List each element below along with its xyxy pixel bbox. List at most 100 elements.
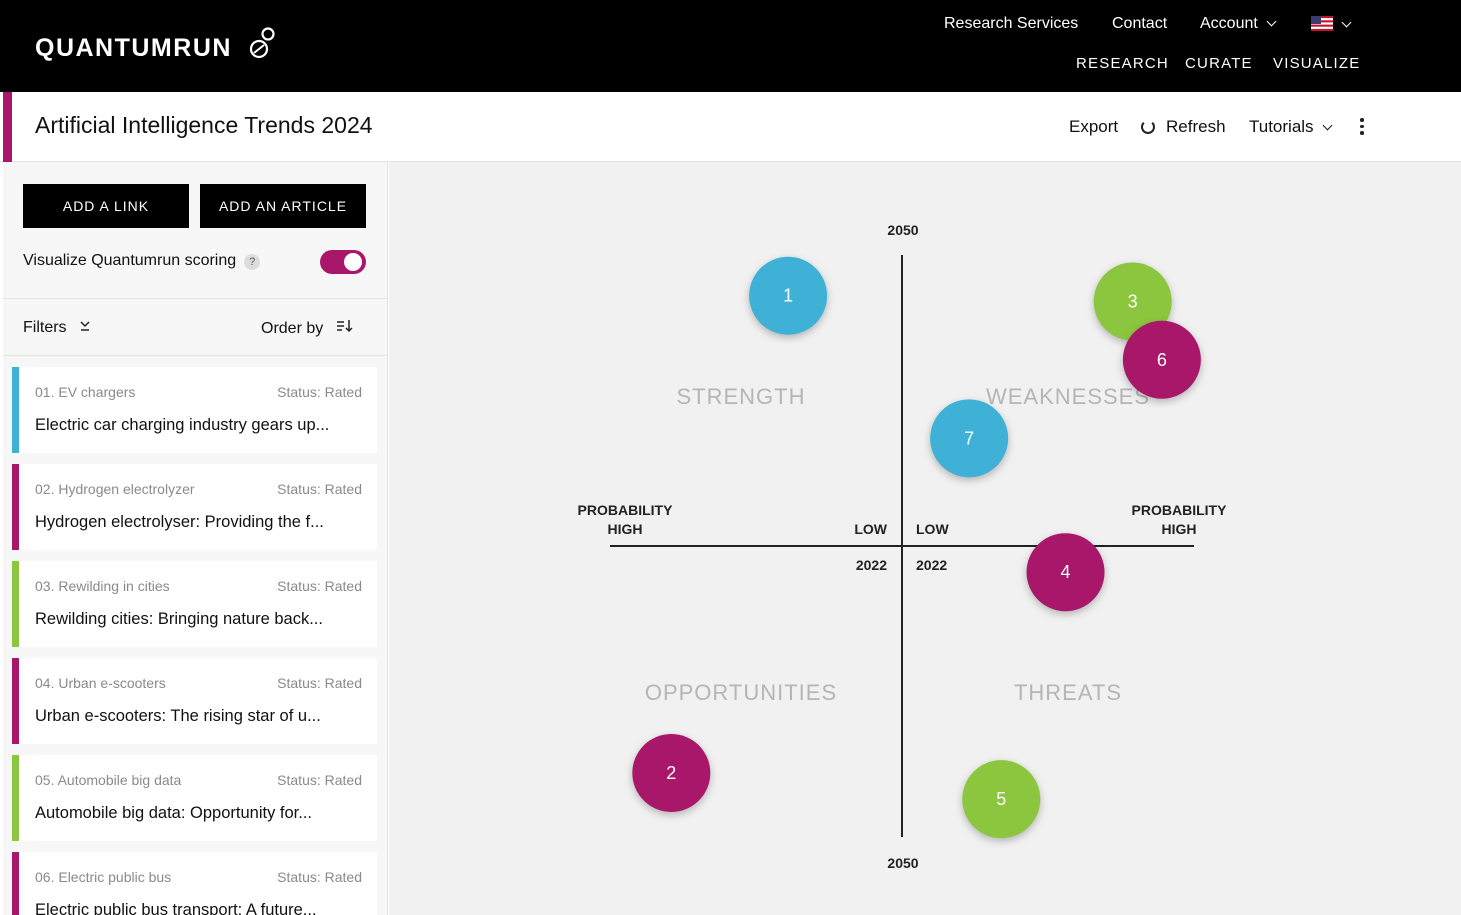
axis-label-bottom: 2050	[887, 855, 918, 871]
orderby-label: Order by	[261, 320, 324, 337]
chart-point-4[interactable]: 4	[1026, 533, 1105, 612]
item-category: 04. Urban e-scooters	[35, 675, 166, 691]
axis-label-center-left-year: 2022	[856, 557, 887, 573]
us-flag-icon[interactable]	[1311, 16, 1333, 31]
refresh-icon	[1141, 120, 1155, 134]
chart-point-label: 3	[1128, 292, 1138, 312]
list-item[interactable]: 04. Urban e-scooters Status: Rated Urban…	[12, 658, 377, 744]
item-headline: Automobile big data: Opportunity for...	[35, 804, 312, 822]
filters-button[interactable]: Filters	[23, 319, 91, 337]
scoring-toggle-label: Visualize Quantumrun scoring?	[23, 252, 261, 270]
item-status: Status: Rated	[277, 675, 362, 691]
tutorials-dropdown[interactable]: Tutorials	[1249, 117, 1333, 137]
axis-label-top: 2050	[887, 222, 918, 238]
logo[interactable]: QUANTUMRUN	[35, 34, 232, 62]
tutorials-label: Tutorials	[1249, 117, 1314, 136]
add-article-button[interactable]: ADD AN ARTICLE	[200, 184, 366, 228]
top-header: QUANTUMRUN Research Services Contact Acc…	[0, 0, 1461, 92]
chevron-down-icon	[1266, 16, 1277, 27]
nav-curate[interactable]: CURATE	[1185, 55, 1253, 72]
filters-label: Filters	[23, 319, 67, 336]
item-category: 05. Automobile big data	[35, 772, 182, 788]
chart-point-circle[interactable]	[962, 760, 1041, 839]
chart-point-7[interactable]: 7	[930, 399, 1009, 478]
axis-label-center-right-year: 2022	[916, 557, 947, 573]
axis-label-right-upper: PROBABILITY	[1132, 502, 1228, 518]
axis-label-right-lower: HIGH	[1162, 521, 1197, 537]
chart-point-label: 2	[666, 763, 676, 783]
chart-point-6[interactable]: 6	[1122, 320, 1201, 399]
item-headline: Urban e-scooters: The rising star of u..…	[35, 707, 321, 725]
chart-point-circle[interactable]	[632, 733, 711, 812]
refresh-button[interactable]: Refresh	[1141, 117, 1226, 137]
sort-icon	[336, 320, 353, 333]
item-status: Status: Rated	[277, 481, 362, 497]
item-color-bar	[12, 367, 19, 453]
chart-points: 1 3 6 7 4 2 5	[632, 256, 1201, 839]
order-by-button[interactable]: Order by	[261, 319, 354, 338]
export-button[interactable]: Export	[1069, 117, 1119, 136]
item-status: Status: Rated	[277, 869, 362, 885]
title-accent-bar	[3, 92, 12, 162]
chart-axes	[610, 255, 1194, 837]
item-category: 03. Rewilding in cities	[35, 578, 170, 594]
quadrant-label-weaknesses: WEAKNESSES	[986, 384, 1150, 409]
item-color-bar	[12, 852, 19, 915]
chart-point-circle[interactable]	[1026, 533, 1105, 612]
item-category: 01. EV chargers	[35, 384, 136, 400]
chart-point-label: 6	[1157, 350, 1167, 370]
item-category: 06. Electric public bus	[35, 869, 172, 885]
add-link-button[interactable]: ADD A LINK	[23, 184, 189, 228]
quadrant-label-strength: STRENGTH	[677, 384, 806, 409]
item-color-bar	[12, 755, 19, 841]
scoring-toggle[interactable]	[320, 250, 366, 274]
list-item[interactable]: 06. Electric public bus Status: Rated El…	[12, 852, 377, 915]
page-title: Artificial Intelligence Trends 2024	[35, 112, 373, 138]
item-headline: Electric car charging industry gears up.…	[35, 416, 330, 434]
chart-point-circle[interactable]	[930, 399, 1009, 478]
chart-point-circle[interactable]	[1122, 320, 1201, 399]
axis-label-left-lower: HIGH	[608, 521, 643, 537]
item-headline: Rewilding cities: Bringing nature back..…	[35, 610, 323, 628]
more-options-icon[interactable]	[1359, 118, 1365, 136]
chart-point-2[interactable]: 2	[632, 733, 711, 812]
nav-contact[interactable]: Contact	[1112, 15, 1168, 32]
chart-point-3[interactable]: 3	[1093, 262, 1172, 341]
list-item[interactable]: 02. Hydrogen electrolyzer Status: Rated …	[12, 464, 377, 550]
list-item[interactable]: 03. Rewilding in cities Status: Rated Re…	[12, 561, 377, 647]
item-status: Status: Rated	[277, 384, 362, 400]
item-color-bar	[12, 658, 19, 744]
nav-research-services[interactable]: Research Services	[944, 15, 1079, 32]
chart-point-1[interactable]: 1	[749, 256, 828, 335]
item-color-bar	[12, 464, 19, 550]
help-icon[interactable]: ?	[244, 254, 261, 270]
item-headline: Hydrogen electrolyser: Providing the f..…	[35, 513, 324, 531]
list-item[interactable]: 05. Automobile big data Status: Rated Au…	[12, 755, 377, 841]
item-status: Status: Rated	[277, 772, 362, 788]
scoring-toggle-text: Visualize Quantumrun scoring	[23, 252, 237, 269]
filter-chevron-icon	[80, 321, 90, 331]
nav-account-label: Account	[1200, 15, 1258, 32]
logo-mark-icon	[249, 27, 275, 59]
swot-chart-svg: 2050 2050 PROBABILITY HIGH PROBABILITY H…	[578, 222, 1228, 871]
nav-visualize[interactable]: VISUALIZE	[1273, 55, 1361, 72]
axis-label-center-right-low: LOW	[916, 521, 949, 537]
chart-point-label: 5	[996, 789, 1006, 809]
chart-point-label: 1	[783, 286, 793, 306]
divider	[3, 298, 387, 299]
title-bar: Artificial Intelligence Trends 2024 Expo…	[0, 92, 1461, 162]
item-headline: Electric public bus transport: A future.…	[35, 901, 317, 915]
chevron-down-icon[interactable]	[1341, 17, 1352, 28]
list-item[interactable]: 01. EV chargers Status: Rated Electric c…	[12, 367, 377, 453]
sidebar: ADD A LINK ADD AN ARTICLE Visualize Quan…	[3, 162, 388, 915]
item-status: Status: Rated	[277, 578, 362, 594]
chart-point-5[interactable]: 5	[962, 760, 1041, 839]
refresh-label: Refresh	[1166, 117, 1226, 136]
chart-point-circle[interactable]	[1093, 262, 1172, 341]
nav-account[interactable]: Account	[1200, 15, 1277, 33]
chart-point-label: 4	[1061, 562, 1071, 582]
nav-research[interactable]: RESEARCH	[1076, 55, 1169, 72]
axis-label-left-upper: PROBABILITY	[578, 502, 674, 518]
quadrant-label-opportunities: OPPORTUNITIES	[645, 680, 837, 705]
chart-point-circle[interactable]	[749, 256, 828, 335]
